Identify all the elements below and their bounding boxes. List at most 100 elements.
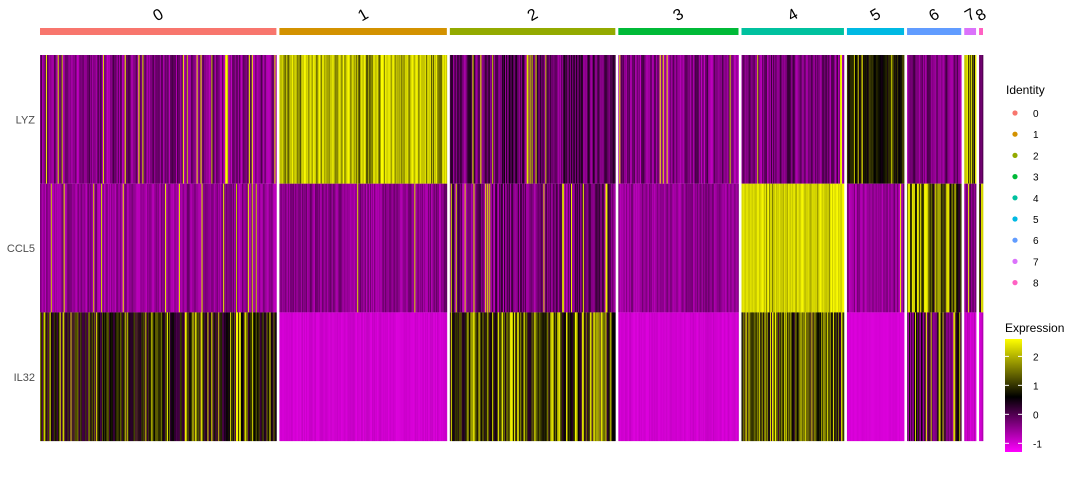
heatmap-cell bbox=[449, 183, 452, 313]
heatmap-cell bbox=[384, 55, 387, 184]
heatmap-cell bbox=[936, 312, 938, 442]
heatmap-cell bbox=[805, 55, 807, 184]
heatmap-cell bbox=[584, 55, 587, 184]
heatmap-cell bbox=[262, 55, 264, 184]
heatmap-cell bbox=[909, 55, 911, 184]
heatmap-cell bbox=[427, 183, 429, 313]
heatmap-cell bbox=[185, 183, 188, 313]
heatmap-cell bbox=[326, 55, 329, 184]
heatmap-cell bbox=[730, 55, 732, 184]
heatmap-cell bbox=[425, 183, 427, 313]
heatmap-cell bbox=[545, 55, 547, 184]
heatmap-cell bbox=[488, 183, 490, 313]
heatmap-cell bbox=[659, 55, 662, 184]
heatmap-cell bbox=[944, 55, 946, 184]
heatmap-cell bbox=[896, 55, 898, 184]
heatmap-cell bbox=[92, 55, 94, 184]
heatmap-cell bbox=[679, 183, 681, 313]
heatmap-cell bbox=[178, 55, 181, 184]
heatmap-cell bbox=[334, 55, 336, 184]
heatmap-cell bbox=[325, 183, 328, 313]
heatmap-cell bbox=[264, 183, 266, 313]
heatmap-cell bbox=[386, 312, 389, 442]
heatmap-cell bbox=[568, 55, 570, 184]
heatmap-cell bbox=[486, 55, 488, 184]
legend-identity-key-8 bbox=[1012, 280, 1018, 286]
heatmap-cell bbox=[209, 55, 211, 184]
heatmap-cell bbox=[632, 55, 634, 184]
heatmap-cell bbox=[251, 183, 254, 313]
heatmap-cell bbox=[953, 183, 955, 313]
heatmap-cell bbox=[272, 55, 274, 184]
heatmap-cell bbox=[606, 312, 608, 442]
heatmap-cell bbox=[48, 312, 51, 442]
heatmap-cell bbox=[838, 312, 840, 442]
heatmap-cell bbox=[908, 55, 910, 184]
heatmap-cell bbox=[933, 312, 935, 442]
heatmap-cell bbox=[833, 183, 835, 313]
heatmap-cell bbox=[69, 312, 71, 442]
cluster-bar-2 bbox=[449, 28, 616, 35]
heatmap-cell bbox=[492, 312, 494, 442]
heatmap-cell bbox=[160, 183, 162, 313]
heatmap-cell bbox=[945, 55, 947, 184]
heatmap-cell bbox=[933, 55, 935, 184]
heatmap-cell bbox=[767, 312, 769, 442]
heatmap-cell bbox=[160, 312, 162, 442]
heatmap-cell bbox=[88, 55, 90, 184]
heatmap-cell bbox=[973, 55, 975, 184]
heatmap-cell bbox=[492, 55, 494, 184]
heatmap-cell bbox=[395, 55, 397, 184]
heatmap-cell bbox=[237, 183, 239, 313]
heatmap-cell bbox=[556, 312, 558, 442]
heatmap-cell bbox=[398, 312, 400, 442]
heatmap-cell bbox=[561, 183, 563, 313]
heatmap-cell bbox=[747, 183, 749, 313]
heatmap-cell bbox=[729, 312, 731, 442]
heatmap-cell bbox=[44, 55, 47, 184]
heatmap-cell bbox=[439, 183, 442, 313]
heatmap-cell bbox=[837, 55, 839, 184]
heatmap-cell bbox=[541, 55, 543, 184]
heatmap-cell bbox=[438, 312, 441, 442]
heatmap-cell bbox=[450, 183, 453, 313]
heatmap-cell bbox=[524, 312, 527, 442]
heatmap-cell bbox=[900, 312, 902, 442]
heatmap-cell bbox=[420, 312, 422, 442]
heatmap-cell bbox=[275, 312, 277, 442]
heatmap-cell bbox=[892, 312, 894, 442]
heatmap-cell bbox=[772, 183, 774, 313]
heatmap-cell bbox=[894, 312, 896, 442]
heatmap-cell bbox=[229, 55, 231, 184]
heatmap-cell bbox=[557, 55, 559, 184]
heatmap-cell bbox=[222, 183, 224, 313]
heatmap-cell bbox=[762, 312, 764, 442]
heatmap-cell bbox=[911, 312, 913, 442]
heatmap-cell bbox=[474, 55, 476, 184]
heatmap-cell bbox=[46, 183, 49, 313]
heatmap-cell bbox=[830, 312, 832, 442]
heatmap-cell bbox=[421, 55, 423, 184]
heatmap-cell bbox=[640, 55, 642, 184]
heatmap-cell bbox=[485, 55, 487, 184]
heatmap-cell bbox=[181, 55, 184, 184]
heatmap-cell bbox=[828, 55, 830, 184]
heatmap-cell bbox=[594, 55, 596, 184]
heatmap-cell bbox=[386, 183, 389, 313]
heatmap-cell bbox=[287, 183, 289, 313]
heatmap-cell bbox=[120, 183, 123, 313]
heatmap-cell bbox=[673, 55, 675, 184]
heatmap-cell bbox=[789, 312, 792, 442]
heatmap-cell bbox=[77, 312, 79, 442]
heatmap-cell bbox=[350, 55, 352, 184]
heatmap-cell bbox=[972, 312, 974, 442]
heatmap-cell bbox=[49, 55, 52, 184]
heatmap-cell bbox=[846, 55, 849, 184]
heatmap-cell bbox=[898, 312, 900, 442]
heatmap-cell bbox=[221, 312, 223, 442]
heatmap-cell bbox=[262, 183, 264, 313]
heatmap-cell bbox=[810, 55, 812, 184]
heatmap-cell bbox=[676, 55, 678, 184]
heatmap-cell bbox=[120, 312, 123, 442]
heatmap-cell bbox=[413, 183, 415, 313]
